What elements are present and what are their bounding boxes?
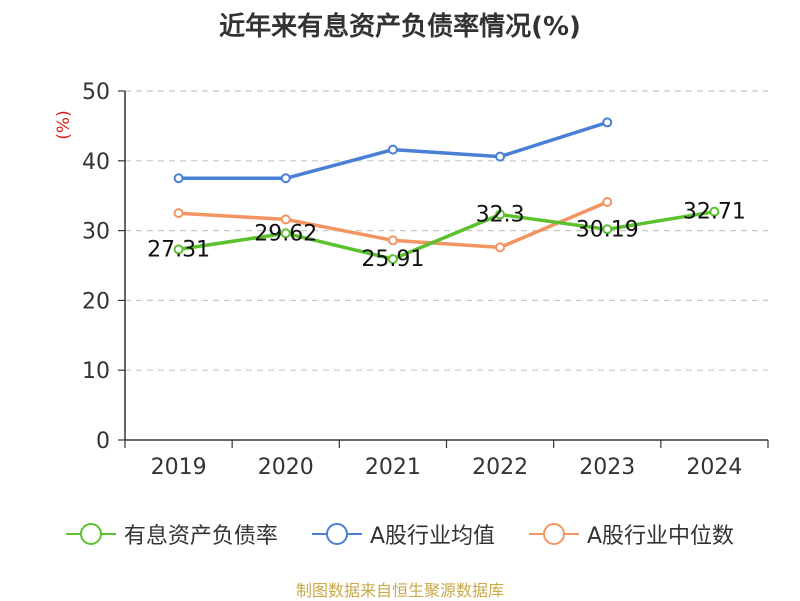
data-label-2022: 32.3 bbox=[476, 203, 525, 228]
data-label-2023: 30.19 bbox=[576, 217, 639, 242]
series-0-point-2021 bbox=[387, 254, 398, 265]
data-labels: 27.31 29.62 25.91 32.3 30.19 32.71 bbox=[147, 200, 746, 272]
series-0-point-2019 bbox=[173, 244, 184, 255]
data-label-2019: 27.31 bbox=[147, 237, 210, 262]
legend-swatch bbox=[65, 522, 116, 546]
legend: 有息资产负债率 A股行业均值 A股行业中位数 bbox=[0, 518, 800, 550]
series-1-point-2023 bbox=[602, 117, 613, 128]
y-tick-label-0: 0 bbox=[96, 429, 110, 454]
y-tick-label-30: 30 bbox=[82, 220, 110, 245]
legend-label: 有息资产负债率 bbox=[123, 524, 278, 549]
y-tick-label-10: 10 bbox=[82, 359, 110, 384]
chart-title: 近年来有息资产负债率情况(%) bbox=[219, 12, 581, 42]
series-0-point-2022 bbox=[495, 209, 506, 220]
series-0-point-2023 bbox=[602, 224, 613, 235]
grid-lines bbox=[125, 90, 768, 371]
legend-item-1[interactable]: A股行业均值 bbox=[311, 518, 495, 550]
x-tick-label-2023: 2023 bbox=[579, 455, 635, 480]
series-1-point-2020 bbox=[280, 173, 291, 184]
series-2-point-2023 bbox=[602, 196, 613, 207]
x-tick-label-2024: 2024 bbox=[686, 455, 742, 480]
series-0-point-2020 bbox=[280, 228, 291, 239]
series-2-point-2022 bbox=[495, 242, 506, 253]
series-line-0 bbox=[178, 209, 715, 261]
legend-swatch bbox=[311, 522, 362, 546]
x-tick-label-2022: 2022 bbox=[472, 455, 528, 480]
series-2-point-2021 bbox=[387, 235, 398, 246]
y-axis-label: (%) bbox=[54, 110, 74, 139]
y-tick-label-40: 40 bbox=[82, 150, 110, 175]
series-1-point-2019 bbox=[173, 173, 184, 184]
y-tick-label-20: 20 bbox=[82, 289, 110, 314]
legend-label: A股行业中位数 bbox=[587, 524, 735, 549]
x-tick-label-2020: 2020 bbox=[258, 455, 314, 480]
legend-item-2[interactable]: A股行业中位数 bbox=[529, 518, 734, 550]
x-tick-label-2019: 2019 bbox=[151, 455, 207, 480]
data-label-2021: 25.91 bbox=[361, 247, 424, 272]
series-2-point-2020 bbox=[280, 214, 291, 225]
series-1-point-2022 bbox=[495, 151, 506, 162]
series-1-point-2021 bbox=[387, 144, 398, 155]
series-0-point-2024 bbox=[709, 206, 720, 217]
data-label-2024: 32.71 bbox=[683, 200, 746, 225]
series-2-point-2019 bbox=[173, 208, 184, 219]
series-lines bbox=[173, 117, 720, 265]
data-label-2020: 29.62 bbox=[254, 221, 317, 246]
legend-label: A股行业均值 bbox=[369, 524, 495, 549]
source-note: 制图数据来自恒生聚源数据库 bbox=[295, 581, 504, 600]
legend-swatch bbox=[529, 522, 579, 546]
y-tick-label-50: 50 bbox=[82, 80, 110, 105]
x-tick-label-2021: 2021 bbox=[365, 455, 421, 480]
axes: 0 10 20 30 40 50 2019 2020 2021 2022 2023 2024 (%) bbox=[54, 80, 769, 480]
legend-item-0[interactable]: 有息资产负债率 bbox=[65, 518, 278, 550]
